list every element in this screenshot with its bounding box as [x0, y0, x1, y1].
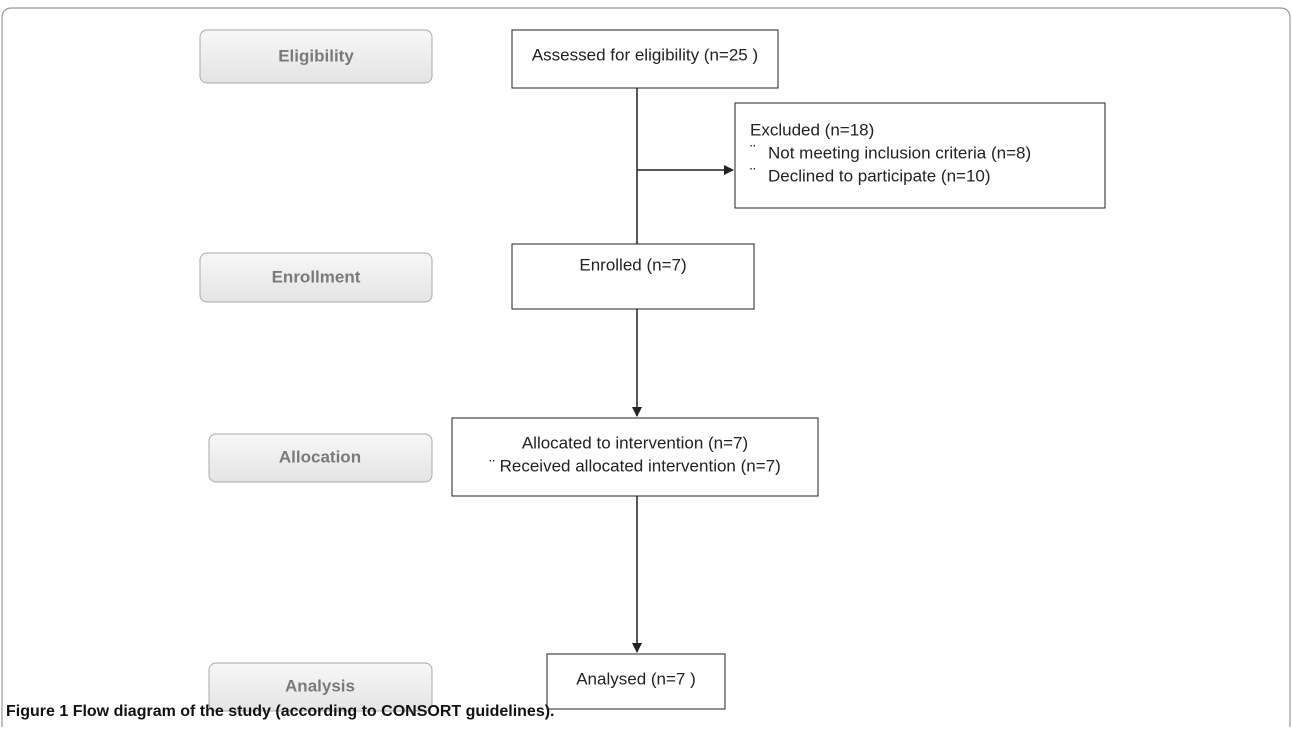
bullet: ¨ [750, 141, 756, 160]
box [451, 417, 819, 497]
box [734, 102, 1106, 209]
stage-label: Eligibility [278, 46, 354, 65]
box [511, 243, 755, 310]
frame [1, 7, 1291, 727]
stage-label: Allocation [279, 447, 361, 466]
caption: Figure 1 Flow diagram of the study (acco… [6, 703, 555, 720]
box-text: Excluded (n=18) [750, 120, 874, 139]
box-text: Assessed for eligibility (n=25 ) [532, 45, 758, 64]
box-text: Allocated to intervention (n=7) [522, 433, 748, 452]
box-text: ¨ Received allocated intervention (n=7) [489, 456, 781, 475]
box-text: Enrolled (n=7) [579, 255, 686, 274]
bullet: ¨ [750, 164, 756, 183]
stage-box [208, 662, 433, 712]
caption-text: Flow diagram of the study (according to … [73, 703, 555, 720]
stage-label: Enrollment [272, 267, 361, 286]
caption-label: Figure 1 [6, 703, 68, 720]
stage-box [199, 29, 433, 84]
box-text: Analysed (n=7 ) [576, 669, 696, 688]
box-text: Declined to participate (n=10) [768, 166, 991, 185]
stage-label: Analysis [285, 676, 355, 695]
stage-box [199, 252, 433, 303]
box [546, 653, 726, 710]
box [511, 29, 779, 89]
stage-box [208, 433, 433, 483]
box-text: Not meeting inclusion criteria (n=8) [768, 143, 1031, 162]
